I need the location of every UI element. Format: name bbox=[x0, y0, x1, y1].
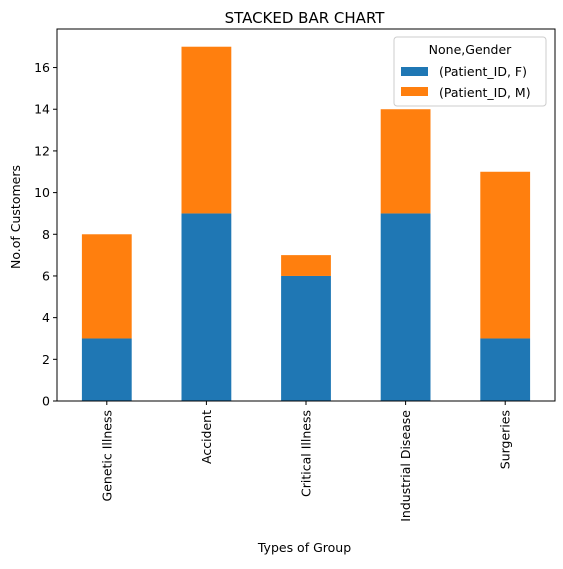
y-axis: 0 2 4 6 8 10 12 14 16 bbox=[34, 60, 57, 409]
bars-layer bbox=[81, 46, 531, 401]
legend-swatch-patient-f bbox=[401, 67, 428, 76]
x-axis: Genetic Illness Accident Critical Illness I… bbox=[99, 401, 513, 522]
y-tick-label: 4 bbox=[42, 310, 50, 325]
x-tick-label: Surgeries bbox=[498, 410, 513, 469]
bar-patient-m-1 bbox=[181, 46, 232, 214]
y-tick-label: 2 bbox=[42, 352, 50, 367]
legend-label-patient-m: (Patient_ID, M) bbox=[439, 85, 531, 100]
legend: None,Gender (Patient_ID, F) (Patient_ID,… bbox=[393, 36, 547, 107]
bar-patient-f-4 bbox=[480, 338, 531, 401]
legend-label-patient-f: (Patient_ID, F) bbox=[439, 64, 527, 79]
y-tick-label: 10 bbox=[34, 185, 50, 200]
legend-swatch-patient-m bbox=[401, 87, 428, 96]
bar-patient-m-4 bbox=[480, 171, 531, 339]
x-axis-title: Types of Group bbox=[257, 540, 351, 555]
x-tick-label: Accident bbox=[199, 410, 214, 464]
bar-patient-m-3 bbox=[380, 109, 431, 214]
y-axis-title: No.of Customers bbox=[8, 165, 23, 269]
x-tick-label: Industrial Disease bbox=[398, 410, 413, 522]
y-tick-label: 16 bbox=[34, 60, 50, 75]
bar-patient-f-2 bbox=[281, 275, 331, 401]
chart-title: STACKED BAR CHART bbox=[225, 9, 386, 27]
legend-title: None,Gender bbox=[429, 42, 513, 57]
y-tick-label: 14 bbox=[34, 102, 50, 117]
bar-patient-m-0 bbox=[81, 234, 132, 339]
legend-frame bbox=[393, 36, 547, 107]
x-tick-label: Critical Illness bbox=[299, 410, 314, 497]
bar-patient-f-0 bbox=[81, 338, 132, 401]
y-tick-label: 6 bbox=[42, 268, 50, 283]
x-tick-label: Genetic Illness bbox=[99, 410, 114, 501]
y-tick-label: 0 bbox=[42, 394, 50, 409]
y-tick-label: 12 bbox=[34, 143, 50, 158]
y-tick-label: 8 bbox=[42, 227, 50, 242]
bar-patient-f-3 bbox=[380, 213, 431, 401]
bar-patient-f-1 bbox=[181, 213, 232, 401]
bar-patient-m-2 bbox=[281, 255, 331, 276]
plot-frame bbox=[56, 28, 556, 402]
